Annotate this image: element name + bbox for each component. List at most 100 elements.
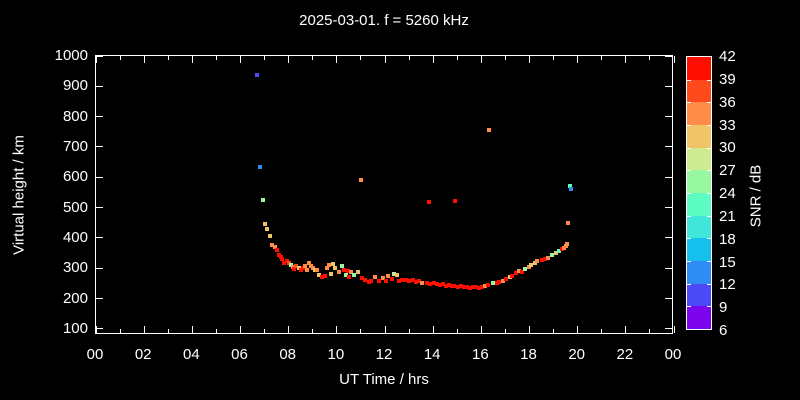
y-axis-tick <box>96 207 103 209</box>
data-point <box>358 178 363 183</box>
colorbar-tick-label: 15 <box>719 253 736 271</box>
data-point <box>435 282 440 287</box>
x-axis-minor-tick <box>408 329 410 333</box>
colorbar-notch <box>687 170 691 172</box>
x-tick-label: 10 <box>327 346 345 363</box>
data-point <box>491 281 496 286</box>
colorbar-segment <box>687 102 711 126</box>
y-axis-tick <box>96 237 103 239</box>
x-axis-tick-mirror <box>240 56 241 63</box>
x-axis-tick <box>480 326 482 333</box>
data-point <box>286 260 291 265</box>
colorbar-notch <box>707 147 711 149</box>
x-axis-tick-mirror <box>95 56 97 63</box>
y-axis-tick-mirror <box>665 267 672 269</box>
data-point <box>272 245 277 250</box>
colorbar-segment <box>687 57 711 80</box>
data-point <box>324 265 329 270</box>
x-axis-minor-tick <box>312 329 314 333</box>
data-point <box>565 221 570 226</box>
colorbar-notch <box>687 147 691 149</box>
y-axis-tick <box>96 267 103 269</box>
data-point <box>444 283 449 288</box>
colorbar-notch <box>707 306 711 308</box>
colorbar-tick-label: 33 <box>719 116 736 134</box>
colorbar-notch <box>687 102 691 104</box>
colorbar-segment <box>687 147 711 171</box>
data-point <box>260 198 265 203</box>
x-axis-minor-tick <box>649 329 651 333</box>
y-axis-tick-mirror <box>665 207 672 209</box>
x-tick-label: 00 <box>86 346 104 363</box>
data-point <box>556 248 561 253</box>
data-point <box>474 285 479 290</box>
colorbar-segment <box>687 283 711 307</box>
colorbar-tick-label: 30 <box>719 139 736 157</box>
plot-area <box>95 55 675 334</box>
colorbar-notch <box>687 79 691 81</box>
y-axis-tick <box>96 146 103 148</box>
colorbar-notch <box>707 238 711 240</box>
y-axis-tick <box>96 116 103 118</box>
data-point <box>312 267 317 272</box>
x-axis-tick <box>432 326 434 333</box>
x-axis-minor-tick-mirror <box>264 56 266 60</box>
data-point <box>276 252 281 257</box>
data-point <box>288 262 293 267</box>
colorbar-notch <box>707 102 711 104</box>
colorbar-notch <box>687 215 691 217</box>
data-point <box>456 285 461 290</box>
data-point <box>523 266 528 271</box>
y-axis-tick <box>96 85 103 87</box>
data-point <box>254 73 259 78</box>
y-axis-tick <box>96 55 103 57</box>
data-point <box>477 285 482 290</box>
data-point <box>427 199 432 204</box>
x-axis-minor-tick <box>119 329 121 333</box>
x-axis-tick-mirror <box>625 56 627 63</box>
x-axis-tick-mirror <box>336 56 338 63</box>
colorbar-segment <box>687 215 711 239</box>
data-point <box>504 276 509 281</box>
x-axis-minor-tick-mirror <box>456 56 458 60</box>
x-tick-label: 08 <box>279 346 296 363</box>
data-point <box>363 277 367 282</box>
data-point <box>278 255 283 260</box>
data-point <box>291 266 296 271</box>
data-point <box>322 274 327 279</box>
data-point <box>568 187 573 192</box>
y-axis-tick-mirror <box>665 237 672 239</box>
colorbar-segment <box>687 193 711 216</box>
colorbar-tick-label: 36 <box>719 93 736 111</box>
data-point <box>359 275 364 280</box>
x-tick-label: 20 <box>568 346 585 363</box>
data-point <box>279 257 284 262</box>
x-axis-tick-mirror <box>191 56 193 63</box>
y-axis-tick <box>96 176 103 178</box>
colorbar-tick-label: 12 <box>719 276 736 294</box>
colorbar-notch <box>707 170 711 172</box>
colorbar <box>686 56 712 330</box>
colorbar-tick-label: 24 <box>719 185 736 202</box>
data-point <box>326 262 331 267</box>
data-point <box>262 222 267 227</box>
y-tick-label: 700 <box>62 137 88 155</box>
colorbar-notch <box>707 79 711 81</box>
data-point <box>564 241 569 246</box>
data-point <box>447 282 452 287</box>
data-point <box>339 263 344 268</box>
x-axis-minor-tick <box>167 329 169 333</box>
y-tick-label: 500 <box>62 198 88 216</box>
data-point <box>314 267 319 272</box>
y-axis-tick-mirror <box>665 116 672 118</box>
data-point <box>346 274 351 279</box>
data-point <box>542 257 547 262</box>
x-axis-tick <box>384 326 386 333</box>
data-point <box>332 265 337 270</box>
x-axis-minor-tick <box>456 329 458 333</box>
y-axis-tick-mirror <box>665 298 672 300</box>
data-point <box>561 245 566 250</box>
data-point <box>465 285 470 290</box>
data-point <box>517 269 522 273</box>
colorbar-axis-label: SNR / dB <box>747 164 765 228</box>
